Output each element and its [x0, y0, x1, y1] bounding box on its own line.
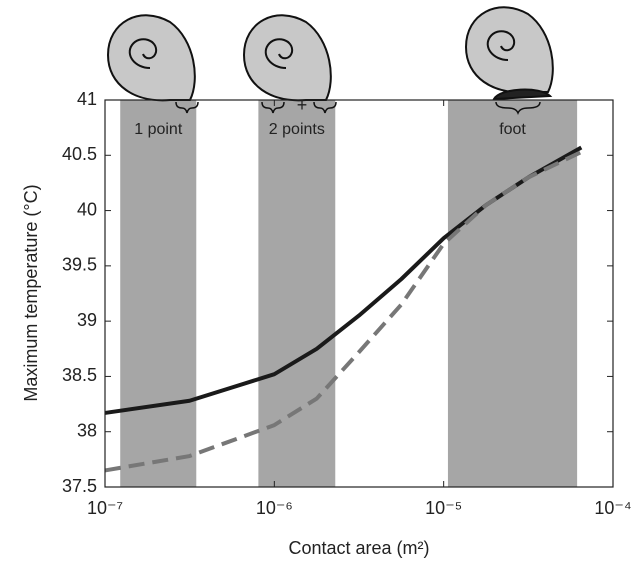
- x-tick-label: 10⁻⁷: [87, 498, 123, 518]
- band-label: 2 points: [269, 121, 325, 138]
- band-label: foot: [499, 121, 526, 138]
- snail-spiral: [128, 38, 158, 69]
- x-axis-label: Contact area (m²): [288, 538, 429, 558]
- x-tick-label: 10⁻⁵: [425, 498, 462, 518]
- snail-spiral: [486, 30, 516, 61]
- y-axis-label: Maximum temperature (°C): [21, 184, 41, 401]
- band-label: 1 point: [134, 121, 183, 138]
- band: [258, 100, 336, 487]
- snail-icons: [106, 6, 554, 116]
- snail-foot: [492, 88, 553, 101]
- plot: 1 point 2 points foot 37.5 38 38.5 39 39.5 40 40.…: [62, 89, 632, 518]
- y-tick-label: 40: [77, 199, 97, 219]
- x-tick-label: 10⁻⁴: [594, 498, 631, 518]
- bands: [120, 100, 578, 487]
- band: [447, 100, 578, 487]
- plot-frame: [104, 99, 614, 488]
- brace: [261, 101, 285, 114]
- y-tick-label: 38: [77, 420, 97, 440]
- brace: [313, 101, 337, 114]
- connector: +: [297, 95, 308, 115]
- y-tick-label: 38.5: [62, 365, 97, 385]
- y-tick-label: 41: [77, 89, 97, 109]
- y-tick-label: 40.5: [62, 144, 97, 164]
- line: [104, 150, 583, 473]
- y-tick-label: 37.5: [62, 476, 97, 496]
- y-tick-label: 39: [77, 310, 97, 330]
- band: [120, 100, 197, 487]
- snail-spiral: [264, 38, 294, 69]
- brace: [495, 101, 541, 116]
- y-tick-label: 39.5: [62, 255, 97, 275]
- brace: [175, 101, 199, 114]
- x-tick-label: 10⁻⁶: [256, 498, 293, 518]
